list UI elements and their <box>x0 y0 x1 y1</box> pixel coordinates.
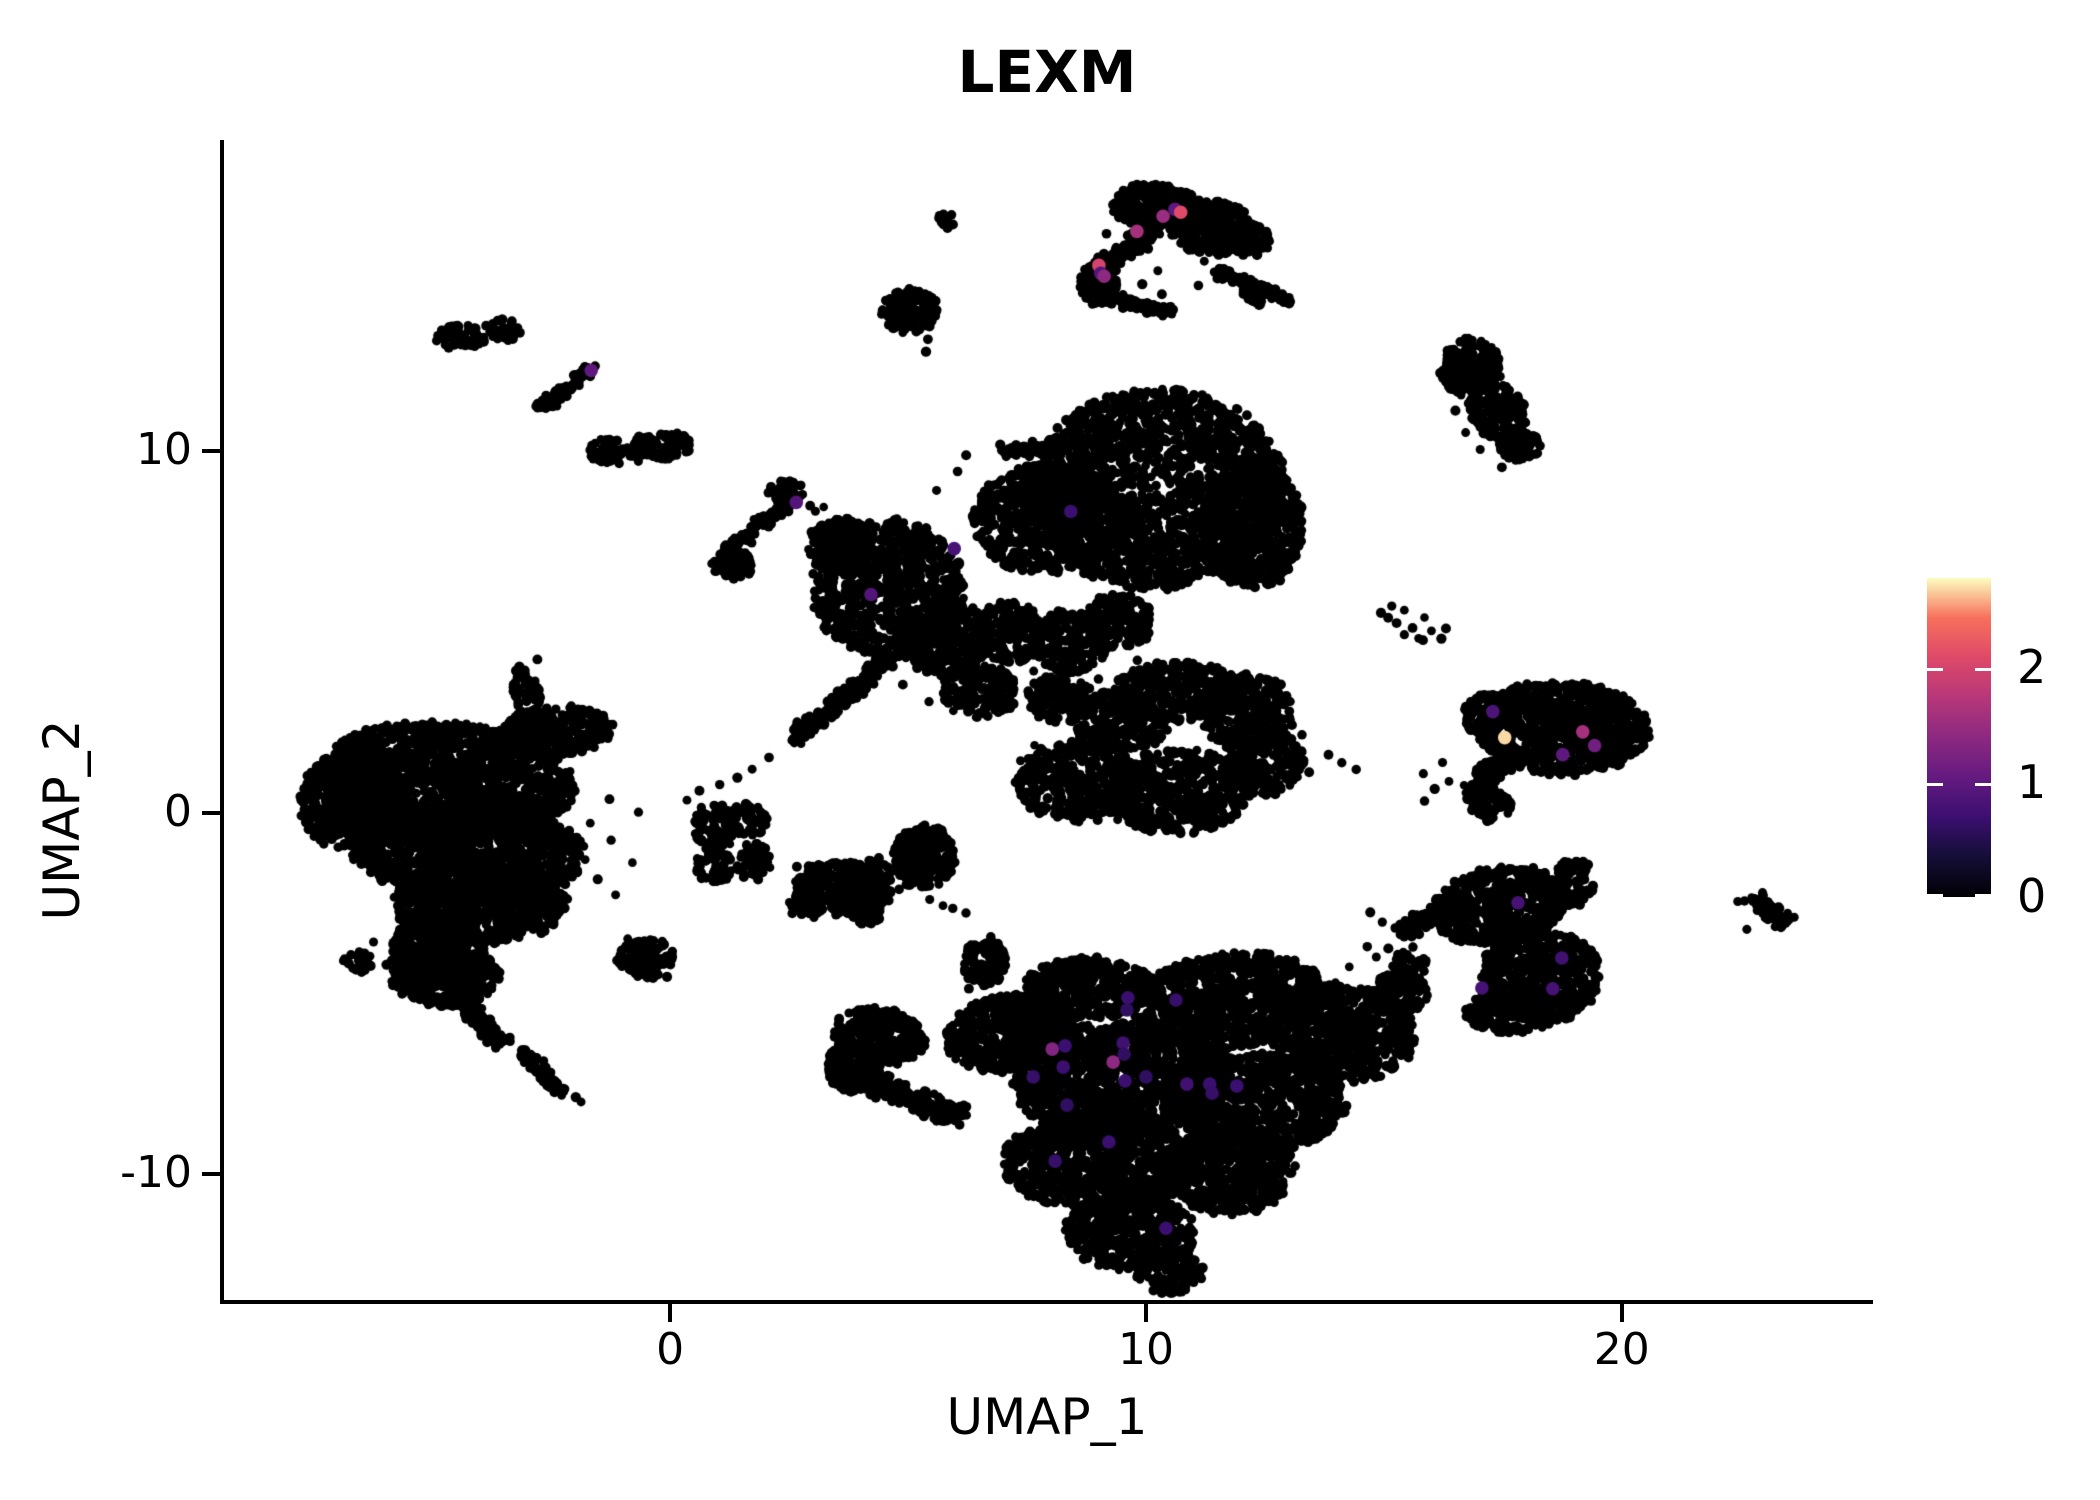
y-tick-label: -10 <box>120 1147 192 1199</box>
y-tick-label: 0 <box>164 785 192 837</box>
x-tick-mark <box>1143 1304 1148 1322</box>
x-tick-mark <box>1619 1304 1624 1322</box>
colorbar-tick-mark <box>1975 782 1991 786</box>
x-tick-label: 10 <box>1117 1324 1174 1375</box>
y-tick-mark <box>202 449 220 454</box>
colorbar-tick-mark <box>1975 668 1991 672</box>
x-axis-line <box>220 1300 1873 1304</box>
colorbar-tick-mark <box>1927 782 1943 786</box>
colorbar-tick-mark <box>1927 668 1943 672</box>
y-tick-mark <box>202 1172 220 1177</box>
x-tick-mark <box>668 1304 673 1322</box>
x-tick-label: 20 <box>1593 1324 1650 1375</box>
colorbar-tick-mark <box>1975 894 1991 897</box>
y-axis-title: UMAP_2 <box>33 719 91 921</box>
x-axis-title: UMAP_1 <box>946 1388 1148 1446</box>
colorbar-tick-label: 1 <box>2017 754 2047 809</box>
y-tick-mark <box>202 810 220 815</box>
x-tick-label: 0 <box>656 1324 685 1375</box>
y-axis-line <box>220 140 224 1304</box>
plot-title: LEXM <box>957 38 1137 106</box>
colorbar-gradient <box>1927 578 1991 897</box>
y-tick-label: 10 <box>136 424 192 476</box>
colorbar-tick-mark <box>1927 894 1943 897</box>
colorbar-tick-label: 0 <box>2017 869 2047 923</box>
colorbar-tick-label: 2 <box>2017 640 2047 695</box>
